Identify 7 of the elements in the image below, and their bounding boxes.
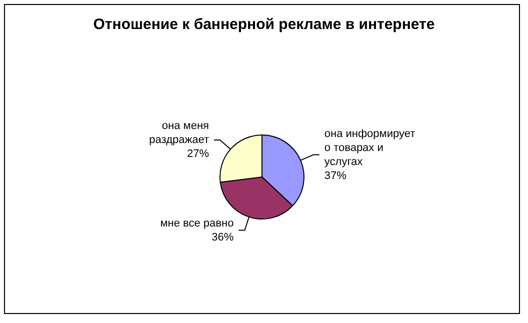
slice-label: она информирует о товарах и услугах	[324, 128, 416, 168]
chart-title: Отношение к баннерной рекламе в интернете	[93, 16, 435, 33]
slice-label: она меня раздражает	[149, 120, 210, 146]
slice-label: мне все равно	[160, 217, 234, 230]
data-label: 36%	[212, 231, 234, 244]
data-label: 37%	[324, 170, 347, 182]
data-label: 27%	[186, 148, 210, 160]
